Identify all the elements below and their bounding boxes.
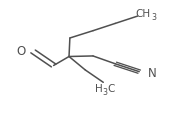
Text: 3: 3 <box>102 88 107 97</box>
Text: C: C <box>108 84 115 94</box>
Text: H: H <box>95 84 102 94</box>
Text: O: O <box>17 44 26 57</box>
Text: CH: CH <box>136 9 151 19</box>
Text: 3: 3 <box>151 13 156 22</box>
Text: N: N <box>148 67 157 80</box>
